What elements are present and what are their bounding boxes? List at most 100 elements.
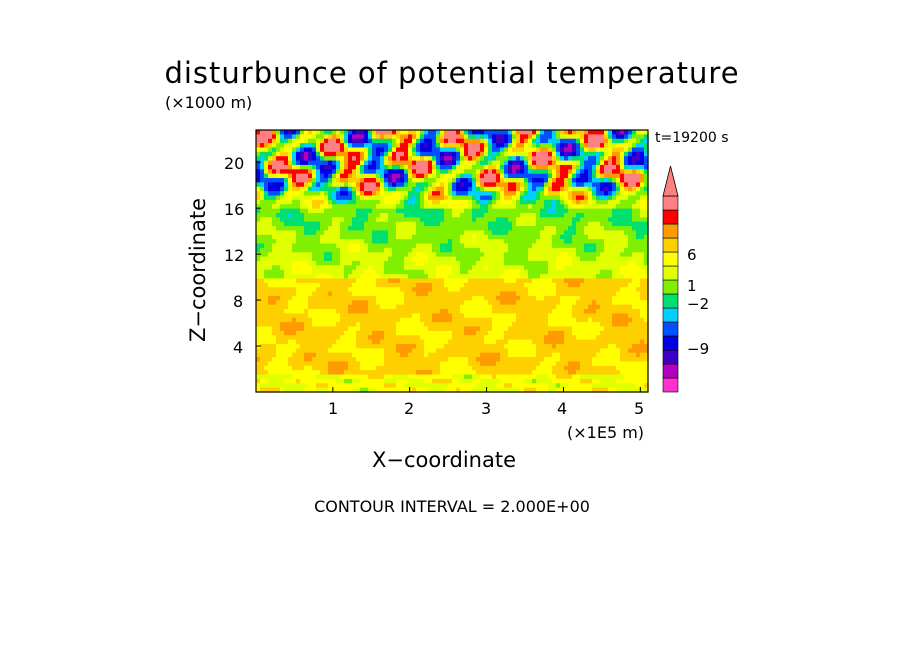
heatmap-cell bbox=[416, 374, 421, 380]
heatmap-cell bbox=[416, 169, 421, 175]
heatmap-cell bbox=[332, 164, 337, 170]
heatmap-cell bbox=[568, 130, 573, 135]
heatmap-cell bbox=[324, 173, 329, 179]
heatmap-cell bbox=[560, 164, 565, 170]
heatmap-cell bbox=[504, 252, 509, 258]
heatmap-cell bbox=[280, 326, 285, 332]
heatmap-cell bbox=[316, 186, 321, 192]
heatmap-cell bbox=[500, 247, 505, 253]
heatmap-cell bbox=[568, 212, 573, 218]
heatmap-cell bbox=[284, 343, 289, 349]
heatmap-cell bbox=[340, 370, 345, 376]
heatmap-cell bbox=[284, 138, 289, 144]
heatmap-cell bbox=[512, 186, 517, 192]
heatmap-cell bbox=[284, 317, 289, 323]
heatmap-cell bbox=[544, 291, 549, 297]
heatmap-cell bbox=[572, 383, 577, 389]
heatmap-cell bbox=[348, 343, 353, 349]
heatmap-cell bbox=[332, 282, 337, 288]
heatmap-cell bbox=[300, 239, 305, 245]
heatmap-cell bbox=[336, 143, 341, 149]
heatmap-cell bbox=[504, 304, 509, 310]
heatmap-cell bbox=[340, 182, 345, 188]
heatmap-cell bbox=[452, 326, 457, 332]
heatmap-cell bbox=[368, 156, 373, 162]
heatmap-cell bbox=[344, 156, 349, 162]
heatmap-cell bbox=[560, 239, 565, 245]
heatmap-cell bbox=[392, 361, 397, 367]
heatmap-cell bbox=[576, 252, 581, 258]
heatmap-cell bbox=[384, 313, 389, 319]
heatmap-cell bbox=[452, 186, 457, 192]
heatmap-cell bbox=[268, 217, 273, 223]
heatmap-cell bbox=[352, 186, 357, 192]
heatmap-cell bbox=[444, 204, 449, 210]
heatmap-cell bbox=[360, 378, 365, 384]
heatmap-cell bbox=[520, 348, 525, 354]
heatmap-cell bbox=[548, 147, 553, 153]
heatmap-cell bbox=[284, 304, 289, 310]
heatmap-cell bbox=[484, 243, 489, 249]
heatmap-cell bbox=[416, 182, 421, 188]
heatmap-cell bbox=[484, 357, 489, 363]
heatmap-cell bbox=[484, 160, 489, 166]
heatmap-cell bbox=[312, 217, 317, 223]
heatmap-cell bbox=[396, 269, 401, 275]
heatmap-cell bbox=[256, 160, 261, 166]
heatmap-cell bbox=[588, 156, 593, 162]
heatmap-cell bbox=[524, 191, 529, 197]
heatmap-cell bbox=[344, 199, 349, 205]
heatmap-cell bbox=[352, 234, 357, 240]
heatmap-cell bbox=[508, 370, 513, 376]
heatmap-cell bbox=[416, 274, 421, 280]
heatmap-cell bbox=[260, 186, 265, 192]
heatmap-cell bbox=[352, 374, 357, 380]
heatmap-cell bbox=[320, 278, 325, 284]
heatmap-cell bbox=[292, 322, 297, 328]
heatmap-cell bbox=[320, 199, 325, 205]
heatmap-cell bbox=[420, 226, 425, 232]
heatmap-cell bbox=[496, 130, 501, 135]
heatmap-cell bbox=[488, 147, 493, 153]
heatmap-cell bbox=[408, 274, 413, 280]
heatmap-cell bbox=[268, 199, 273, 205]
heatmap-cell bbox=[344, 164, 349, 170]
heatmap-cell bbox=[436, 291, 441, 297]
heatmap-cell bbox=[332, 178, 337, 183]
heatmap-cell bbox=[356, 374, 361, 380]
heatmap-cell bbox=[332, 147, 337, 153]
heatmap-cell bbox=[540, 330, 545, 336]
heatmap-cell bbox=[460, 326, 465, 332]
heatmap-cell bbox=[488, 365, 493, 371]
heatmap-cell bbox=[532, 138, 537, 144]
heatmap-cell bbox=[476, 212, 481, 218]
heatmap-cell bbox=[256, 378, 261, 384]
heatmap-cell bbox=[300, 230, 305, 236]
heatmap-cell bbox=[436, 295, 441, 301]
heatmap-cell bbox=[352, 191, 357, 197]
heatmap-cell bbox=[492, 226, 497, 232]
heatmap-cell bbox=[328, 361, 333, 367]
heatmap-cell bbox=[480, 252, 485, 258]
heatmap-cell bbox=[340, 300, 345, 306]
heatmap-cell bbox=[384, 322, 389, 328]
heatmap-cell bbox=[324, 221, 329, 227]
heatmap-cell bbox=[356, 274, 361, 280]
heatmap-cell bbox=[264, 147, 269, 153]
heatmap-cell bbox=[536, 365, 541, 371]
heatmap-cell bbox=[576, 274, 581, 280]
heatmap-cell bbox=[404, 261, 409, 266]
heatmap-cell bbox=[464, 169, 469, 175]
heatmap-cell bbox=[352, 348, 357, 354]
heatmap-cell bbox=[528, 234, 533, 240]
heatmap-cell bbox=[368, 274, 373, 280]
heatmap-cell bbox=[352, 265, 357, 271]
heatmap-cell bbox=[508, 247, 513, 253]
heatmap-cell bbox=[324, 265, 329, 271]
heatmap-cell bbox=[284, 143, 289, 149]
heatmap-cell bbox=[284, 300, 289, 306]
heatmap-cell bbox=[448, 387, 453, 393]
heatmap-cell bbox=[420, 378, 425, 384]
heatmap-cell bbox=[388, 365, 393, 371]
heatmap-cell bbox=[344, 247, 349, 253]
